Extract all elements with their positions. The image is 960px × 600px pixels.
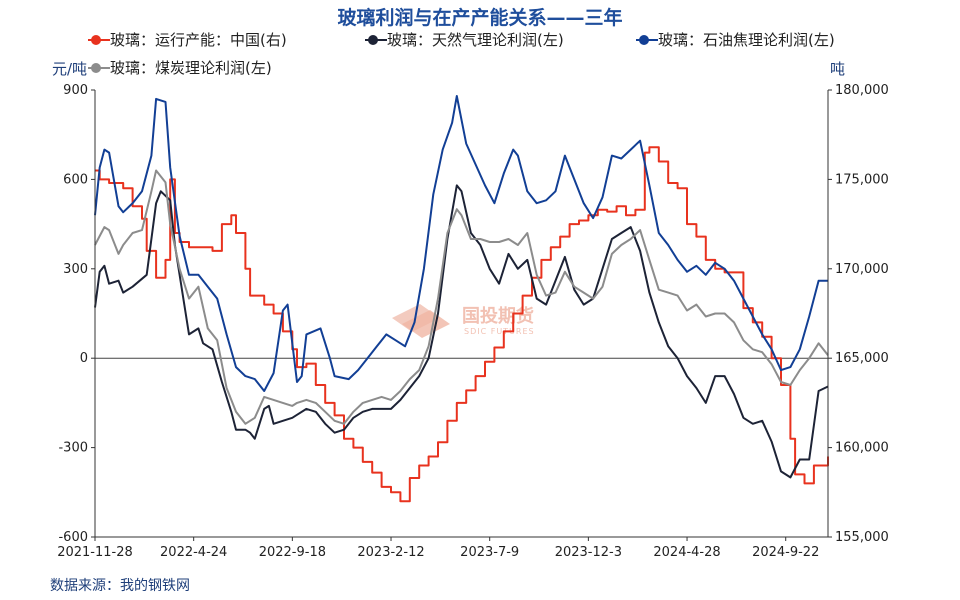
x-tick-label: 2021-11-28 [57, 545, 133, 560]
series-line-4 [94, 169, 829, 425]
left-axis-unit: 元/吨 [52, 60, 87, 78]
legend-marker [368, 35, 378, 45]
right-axis: 180,000 175,000 170,000 165,000 160,000 155,0… [827, 83, 889, 545]
right-tick-label: 170,000 [835, 262, 889, 277]
series-line-3 [94, 95, 828, 392]
right-axis-unit: 吨 [830, 60, 845, 78]
left-tick-label: 300 [63, 262, 88, 277]
series-line-1 [95, 146, 829, 503]
right-tick-label: 155,000 [835, 530, 889, 545]
x-tick-label: 2022-9-18 [259, 545, 326, 560]
x-tick-label: 2023-2-12 [357, 545, 424, 560]
legend-marker [91, 63, 101, 73]
data-source: 数据来源：我的钢铁网 [50, 578, 190, 594]
right-tick-label: 175,000 [835, 172, 889, 187]
left-tick-label: -300 [58, 441, 88, 456]
series-line-2 [94, 184, 829, 479]
right-tick-label: 180,000 [835, 83, 889, 98]
legend-marker [639, 35, 649, 45]
watermark-subtext: SDIC FUTURES [464, 327, 535, 336]
x-tick-label: 2024-4-28 [653, 545, 720, 560]
x-tick-label: 2024-9-22 [752, 545, 819, 560]
watermark-logo-icon [392, 304, 450, 338]
left-tick-label: -600 [58, 530, 88, 545]
legend-marker [91, 35, 101, 45]
legend-item: 玻璃：煤炭理论利润(左) [88, 59, 272, 77]
legend-label: 玻璃：天然气理论利润(左) [387, 31, 564, 49]
right-tick-label: 160,000 [835, 441, 889, 456]
legend: 玻璃：运行产能：中国(右) 玻璃：天然气理论利润(左) 玻璃：石油焦理论利润(左) 玻… [88, 31, 835, 77]
left-tick-label: 900 [63, 83, 88, 98]
legend-item: 玻璃：天然气理论利润(左) [365, 31, 564, 49]
left-axis: 900 600 300 0 -300 -600 [58, 83, 96, 545]
legend-item: 玻璃：石油焦理论利润(左) [636, 31, 835, 49]
legend-label: 玻璃：石油焦理论利润(左) [658, 31, 835, 49]
x-axis: 2021-11-28 2022-4-24 2022-9-18 2023-2-12 202… [57, 536, 828, 560]
legend-label: 玻璃：运行产能：中国(右) [110, 31, 287, 49]
x-tick-label: 2023-12-3 [555, 545, 622, 560]
chart-title: 玻璃利润与在产产能关系——三年 [337, 6, 622, 29]
right-tick-label: 165,000 [835, 351, 889, 366]
plot-area [94, 95, 829, 503]
legend-label: 玻璃：煤炭理论利润(左) [110, 59, 272, 77]
legend-item: 玻璃：运行产能：中国(右) [88, 31, 287, 49]
left-tick-label: 600 [63, 172, 88, 187]
x-tick-label: 2023-7-9 [460, 545, 519, 560]
x-tick-label: 2022-4-24 [160, 545, 227, 560]
left-tick-label: 0 [80, 351, 88, 366]
watermark-text: 国投期货 [462, 305, 534, 327]
